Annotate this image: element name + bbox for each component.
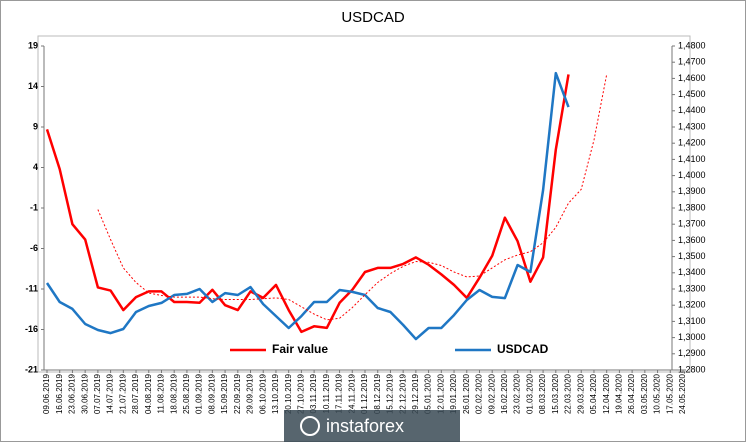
- x-tick-label: 13.10.2019: [271, 373, 280, 414]
- x-tick-label: 27.10.2019: [297, 373, 306, 414]
- x-tick-label: 10.11.2019: [322, 373, 331, 413]
- y-tick-label: 9: [33, 121, 38, 131]
- y-tick-label: -6: [30, 243, 38, 253]
- watermark-bg: [284, 410, 460, 442]
- y-tick-label: 14: [28, 81, 38, 91]
- watermark-logo: [300, 416, 320, 436]
- x-tick-label: 24.05.2020: [678, 373, 687, 414]
- y2-tick-label: 1,4600: [678, 73, 706, 83]
- x-tick-label: 22.12.2019: [398, 373, 407, 414]
- x-tick-label: 05.01.2020: [424, 373, 433, 414]
- x-tick-label: 26.01.2020: [462, 373, 471, 414]
- series-line: [45, 71, 570, 341]
- x-tick-label: 16.06.2019: [55, 373, 64, 414]
- y2-tick-label: 1,3300: [678, 283, 706, 293]
- x-tick-label: 05.04.2020: [589, 373, 598, 414]
- legend-label: USDCAD: [497, 342, 549, 356]
- y2-tick-label: 1,4700: [678, 57, 706, 67]
- x-tick-label: 17.11.2019: [335, 373, 344, 413]
- watermark: instaforex: [326, 416, 404, 436]
- y-tick-label: -1: [30, 202, 38, 212]
- x-tick-label: 12.01.2020: [436, 373, 445, 414]
- y2-tick-label: 1,4300: [678, 121, 706, 131]
- x-tick-label: 26.04.2020: [627, 373, 636, 414]
- x-tick-label: 09.02.2020: [487, 373, 496, 414]
- y2-tick-label: 1,3100: [678, 316, 706, 326]
- x-tick-label: 03.11.2019: [309, 373, 318, 413]
- y2-tick-label: 1,4000: [678, 170, 706, 180]
- y-tick-label: 19: [28, 40, 38, 50]
- y2-tick-label: 1,4800: [678, 40, 706, 50]
- x-tick-label: 01.09.2019: [195, 373, 204, 414]
- x-tick-label: 19.04.2020: [615, 373, 624, 414]
- x-tick-label: 14.07.2019: [106, 373, 115, 414]
- series-line: [45, 74, 570, 334]
- y2-tick-label: 1,2800: [678, 364, 706, 374]
- x-tick-label: 07.07.2019: [93, 373, 102, 414]
- x-tick-label: 11.08.2019: [157, 373, 166, 413]
- legend-label: Fair value: [272, 342, 328, 356]
- x-tick-label: 29.03.2020: [576, 373, 585, 414]
- x-tick-label: 08.03.2020: [538, 373, 547, 414]
- x-tick-label: 24.11.2019: [347, 373, 356, 413]
- y2-tick-label: 1,3400: [678, 267, 706, 277]
- y-tick-label: -21: [25, 364, 38, 374]
- x-tick-label: 25.08.2019: [182, 373, 191, 414]
- x-tick-label: 17.05.2020: [665, 373, 674, 414]
- series-line: [97, 74, 608, 321]
- x-tick-label: 29.12.2019: [411, 373, 420, 414]
- y2-tick-label: 1,4500: [678, 89, 706, 99]
- x-tick-label: 06.10.2019: [258, 373, 267, 414]
- x-tick-label: 04.08.2019: [144, 373, 153, 414]
- plot-area: [37, 35, 691, 373]
- y2-tick-label: 1,3700: [678, 219, 706, 229]
- x-tick-label: 02.02.2020: [475, 373, 484, 414]
- x-tick-label: 18.08.2019: [169, 373, 178, 414]
- x-tick-label: 20.10.2019: [284, 373, 293, 414]
- y-tick-label: -16: [25, 324, 38, 334]
- x-tick-label: 23.06.2019: [68, 373, 77, 414]
- x-tick-label: 08.12.2019: [373, 373, 382, 414]
- y2-tick-label: 1,2900: [678, 348, 706, 358]
- y2-tick-label: 1,3500: [678, 251, 706, 261]
- x-tick-label: 22.09.2019: [233, 373, 242, 414]
- y2-tick-label: 1,3900: [678, 186, 706, 196]
- x-tick-label: 12.04.2020: [602, 373, 611, 414]
- x-tick-label: 30.06.2019: [80, 373, 89, 414]
- x-tick-label: 23.02.2020: [513, 373, 522, 414]
- x-tick-label: 09.06.2019: [42, 373, 51, 414]
- y2-tick-label: 1,3000: [678, 332, 706, 342]
- y-tick-label: 4: [33, 162, 38, 172]
- y2-tick-label: 1,3800: [678, 202, 706, 212]
- x-tick-label: 01.03.2020: [525, 373, 534, 414]
- x-tick-label: 08.09.2019: [207, 373, 216, 414]
- x-tick-label: 22.03.2020: [564, 373, 573, 414]
- x-tick-label: 19.01.2020: [449, 373, 458, 414]
- x-tick-label: 03.05.2020: [640, 373, 649, 414]
- chart-title: USDCAD: [341, 9, 405, 26]
- x-tick-label: 01.12.2019: [360, 373, 369, 414]
- x-tick-label: 15.03.2020: [551, 373, 560, 414]
- y2-tick-label: 1,4100: [678, 154, 706, 164]
- x-tick-label: 28.07.2019: [131, 373, 140, 414]
- x-tick-label: 21.07.2019: [118, 373, 127, 414]
- y2-tick-label: 1,4400: [678, 105, 706, 115]
- x-tick-label: 15.09.2019: [220, 373, 229, 414]
- x-tick-label: 15.12.2019: [386, 373, 395, 414]
- x-tick-label: 29.09.2019: [246, 373, 255, 414]
- y2-tick-label: 1,4200: [678, 138, 706, 148]
- x-tick-label: 16.02.2020: [500, 373, 509, 414]
- y2-tick-label: 1,3200: [678, 300, 706, 310]
- y-tick-label: -11: [25, 283, 38, 293]
- x-tick-label: 10.05.2020: [653, 373, 662, 414]
- y2-tick-label: 1,3600: [678, 235, 706, 245]
